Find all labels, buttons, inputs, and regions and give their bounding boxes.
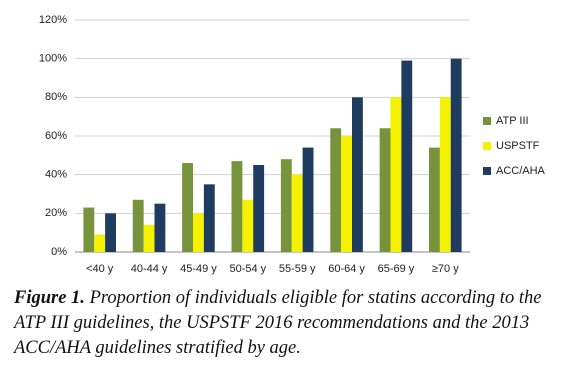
- y-tick-label: 60%: [45, 130, 67, 142]
- chart: 0% 20% 40% 60% 80% 100% 120% <40 y 40-44 y 45-49 …: [39, 14, 546, 275]
- x-tick-label: <40 y: [86, 263, 114, 275]
- bar: [351, 97, 363, 252]
- bar: [450, 58, 462, 252]
- caption-text: Proportion of individuals eligible for s…: [14, 288, 542, 358]
- legend-label: ATP III: [496, 115, 529, 127]
- bar: [302, 147, 314, 252]
- bar: [94, 234, 106, 252]
- bar: [379, 128, 391, 252]
- bar: [203, 184, 215, 252]
- legend-label: USPSTF: [496, 140, 540, 152]
- caption-label: Figure 1.: [14, 288, 85, 308]
- bar: [330, 128, 342, 252]
- bar: [231, 161, 243, 252]
- bar: [193, 213, 204, 252]
- legend-label: ACC/AHA: [496, 165, 546, 177]
- bar: [132, 199, 144, 252]
- bar: [253, 165, 265, 252]
- bar: [439, 97, 451, 252]
- y-tick-label: 20%: [45, 207, 67, 219]
- x-tick-label: 40-44 y: [131, 263, 168, 275]
- y-tick-label: 80%: [45, 91, 67, 103]
- bar: [390, 97, 402, 252]
- x-tick-label: 45-49 y: [180, 263, 217, 275]
- bar: [291, 174, 303, 252]
- bar: [182, 163, 194, 252]
- y-tick-label: 40%: [45, 169, 67, 181]
- caption: Figure 1. Proportion of individuals elig…: [14, 286, 570, 361]
- bar: [154, 203, 166, 252]
- bar: [429, 147, 440, 252]
- y-tick-label: 100%: [39, 53, 67, 65]
- x-tick-label: 50-54 y: [229, 263, 266, 275]
- bar: [280, 159, 292, 252]
- bar: [401, 60, 413, 252]
- bar: [143, 224, 155, 252]
- bar: [242, 199, 254, 252]
- bar: [105, 213, 116, 252]
- x-tick-label: 60-64 y: [328, 263, 365, 275]
- x-tick-label: ≥70 y: [432, 263, 459, 275]
- bar: [341, 136, 352, 252]
- x-tick-label: 55-59 y: [279, 263, 316, 275]
- legend-swatch: [483, 167, 491, 175]
- y-tick-label: 0%: [51, 246, 67, 258]
- x-tick-label: 65-69 y: [378, 263, 415, 275]
- legend-swatch: [483, 117, 491, 125]
- legend-swatch: [483, 142, 491, 150]
- y-tick-label: 120%: [39, 14, 67, 26]
- bar: [83, 207, 95, 252]
